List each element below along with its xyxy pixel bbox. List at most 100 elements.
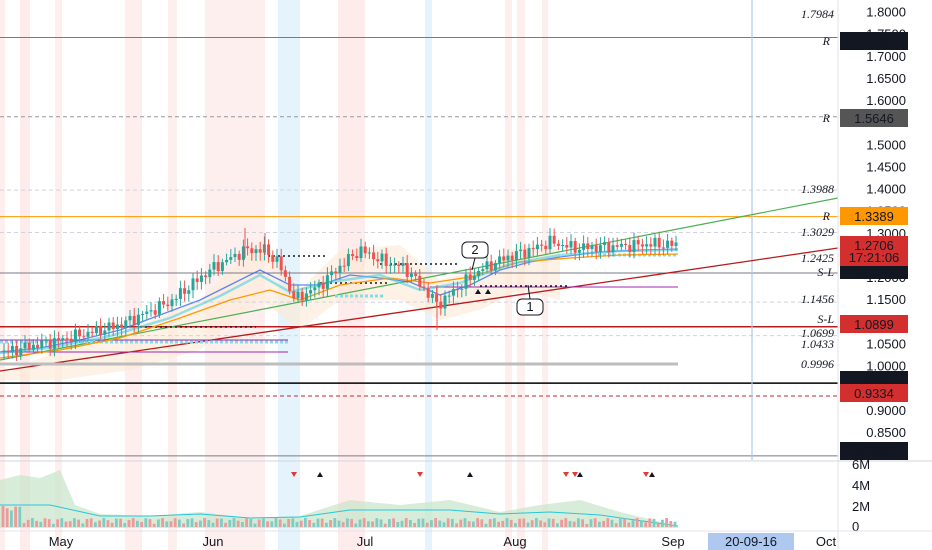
volume-bar <box>606 518 610 527</box>
candle-body <box>120 324 124 328</box>
highlight-band <box>20 0 30 550</box>
volume-bar <box>568 521 572 527</box>
countdown-label: 17:21:06 <box>849 250 900 265</box>
candle-body <box>510 255 514 261</box>
volume-bar <box>522 518 526 527</box>
volume-bar <box>77 519 80 527</box>
volume-bar <box>64 521 68 527</box>
candle-body <box>464 274 468 289</box>
volume-bar <box>85 518 89 527</box>
volume-bar <box>371 521 374 527</box>
candle-body <box>334 271 338 274</box>
buy-signal-arrow <box>485 289 491 294</box>
level-label: 1.0699 <box>801 326 834 340</box>
volume-bar <box>421 518 425 527</box>
volume-bar <box>556 523 559 527</box>
level-label: 1.0433 <box>801 337 834 351</box>
candle-body <box>552 235 556 244</box>
sell-signal-arrow <box>417 472 423 477</box>
volume-bar <box>572 521 576 527</box>
volume-bar <box>152 523 156 527</box>
candle-body <box>540 244 544 246</box>
volume-bar <box>362 518 366 527</box>
candle-body <box>653 237 657 247</box>
candle-body <box>246 246 250 249</box>
price-badge-label: 0.9334 <box>854 386 894 401</box>
cursor-date-label: 20-09-16 <box>725 534 777 549</box>
countdown-badge <box>840 250 908 266</box>
volume-bar <box>140 521 143 527</box>
volume-bar <box>308 520 311 527</box>
candle-body <box>174 298 178 300</box>
volume-bar <box>52 523 55 527</box>
candle-body <box>414 273 418 276</box>
volume-bar <box>253 523 257 527</box>
time-tick-label: Aug <box>503 534 526 549</box>
volume-bar <box>169 521 173 527</box>
candle-body <box>44 340 48 342</box>
time-tick-label: Oct <box>816 534 837 549</box>
volume-bar <box>131 518 135 527</box>
volume-bar <box>39 521 43 527</box>
highlight-band <box>55 0 62 550</box>
volume-bar <box>161 518 164 527</box>
volume-bar <box>94 522 97 527</box>
level-label: 1.2425 <box>801 251 834 265</box>
volume-bar <box>337 520 341 527</box>
candle-body <box>124 320 128 328</box>
volume-bar <box>635 518 639 527</box>
candle-body <box>199 275 203 282</box>
candle-body <box>363 246 367 254</box>
candle-body <box>523 249 527 258</box>
candle-body <box>636 240 640 245</box>
trendline-support <box>0 247 839 372</box>
candle-body <box>300 291 304 301</box>
volume-bar <box>656 523 660 527</box>
candle-body <box>573 241 577 253</box>
candle-body <box>561 245 565 247</box>
price-badge <box>840 109 908 127</box>
volume-bar <box>220 518 223 527</box>
price-tick-label: 1.7000 <box>866 49 906 64</box>
candle-body <box>556 243 560 246</box>
candle-body <box>624 243 628 245</box>
time-tick-label: Jun <box>203 534 224 549</box>
volume-bar <box>110 522 114 527</box>
candle-body <box>330 271 334 276</box>
candle-body <box>397 264 401 266</box>
moving-average-orange <box>0 253 679 359</box>
candle-body <box>141 314 145 316</box>
candle-body <box>23 342 27 349</box>
candle-body <box>107 322 111 331</box>
volume-bar <box>577 518 580 527</box>
candle-body <box>598 245 602 252</box>
candle-body <box>153 310 157 315</box>
candle-body <box>267 244 271 256</box>
candle-body <box>279 256 283 271</box>
candle-body <box>115 324 119 330</box>
volume-bar <box>425 522 429 527</box>
candle-body <box>481 269 485 271</box>
volume-bar <box>446 518 450 527</box>
level-label: 1.3988 <box>801 182 834 196</box>
candle-body <box>607 242 611 253</box>
volume-bar <box>182 523 185 527</box>
volume-bar <box>31 518 34 527</box>
candle-body <box>351 254 355 257</box>
candle-body <box>670 240 674 246</box>
volume-bar <box>257 519 261 527</box>
volume-bar <box>358 519 362 527</box>
volume-bar <box>593 518 597 527</box>
candle-body <box>187 290 191 294</box>
candle-body <box>666 240 670 248</box>
candle-body <box>2 350 6 352</box>
candle-body <box>657 237 661 248</box>
price-badge <box>840 236 908 254</box>
sell-signal-arrow <box>563 472 569 477</box>
volume-bar <box>215 518 219 527</box>
volume-bar <box>459 519 463 527</box>
price-badge-label: 1.3389 <box>854 209 894 224</box>
candle-body <box>57 338 61 340</box>
